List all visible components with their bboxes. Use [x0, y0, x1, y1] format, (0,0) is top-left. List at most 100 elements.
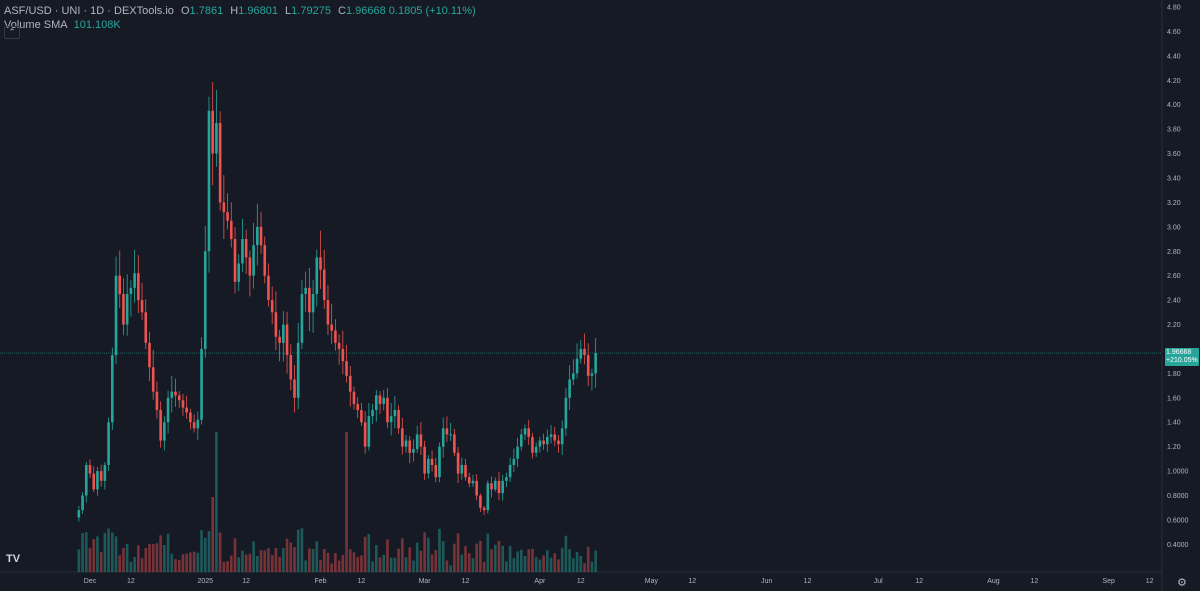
candle-body — [289, 355, 293, 380]
volume-bar — [144, 547, 148, 572]
candle-body — [163, 422, 166, 441]
open-label: O — [180, 5, 190, 17]
candle-body — [285, 324, 289, 356]
volume-bar — [125, 544, 129, 572]
candle-body — [233, 239, 237, 282]
candle-body — [300, 294, 304, 343]
chevron-up-icon[interactable]: ⌃ — [4, 26, 20, 39]
y-tick-label: 4.00 — [1167, 102, 1181, 109]
x-tick-label: 2025 — [197, 578, 213, 585]
volume-bar — [579, 555, 583, 572]
volume-bar — [84, 532, 88, 572]
volume-bar — [185, 553, 188, 572]
candle-body — [590, 373, 594, 376]
candle-body — [77, 510, 81, 518]
candle-body — [516, 446, 519, 459]
candle-body — [508, 464, 512, 478]
candle-body — [92, 473, 96, 490]
volume-bar — [449, 565, 452, 572]
y-tick-label: 1.40 — [1167, 420, 1181, 427]
candle-body — [374, 395, 378, 411]
candle-body — [248, 257, 252, 276]
tradingview-logo-icon[interactable]: TV — [6, 553, 21, 565]
volume-bar — [497, 540, 501, 572]
volume-bar — [393, 557, 397, 572]
x-tick-label: Apr — [534, 578, 546, 585]
candle-body — [211, 110, 214, 154]
candle-body — [155, 391, 159, 411]
volume-bar — [326, 552, 330, 572]
x-tick-label: Dec — [84, 578, 97, 585]
legend-volume-row: Volume SMA 101.108K — [4, 18, 476, 32]
volume-bar — [549, 557, 553, 572]
volume-bar — [289, 542, 293, 572]
volume-bar — [408, 547, 412, 572]
candle-body — [334, 330, 337, 343]
candle-body — [348, 375, 352, 392]
volume-bar — [542, 555, 545, 572]
candle-body — [259, 226, 263, 246]
low-label: L — [285, 5, 292, 17]
candle-body — [546, 436, 549, 445]
y-tick-label: 3.40 — [1167, 175, 1181, 182]
candle-body — [382, 397, 386, 404]
x-tick-label: 12 — [1146, 578, 1154, 585]
y-tick-label: 3.60 — [1167, 151, 1181, 158]
volume-bar — [311, 549, 315, 572]
candle-body — [252, 245, 255, 276]
volume-bar — [140, 558, 144, 572]
volume-bar — [523, 556, 527, 572]
volume-bar — [501, 545, 504, 572]
volume-bar — [200, 530, 203, 572]
volume-bar — [151, 544, 155, 572]
candle-body — [583, 348, 586, 356]
candle-body — [460, 464, 464, 474]
candle-body — [111, 355, 114, 423]
candle-body — [196, 419, 200, 429]
candle-body — [140, 300, 144, 313]
candle-body — [493, 480, 497, 490]
volume-bar — [445, 560, 449, 572]
candle-body — [534, 446, 538, 453]
close-label: C — [338, 5, 346, 17]
volume-bar — [319, 559, 322, 572]
candle-body — [586, 355, 590, 376]
candle-body — [412, 449, 415, 453]
candle-body — [356, 403, 359, 411]
y-tick-label: 4.40 — [1167, 53, 1181, 60]
volume-bar — [334, 553, 337, 572]
candle-body — [114, 275, 118, 356]
volume-bar — [81, 532, 84, 572]
volume-bar — [163, 545, 166, 572]
y-tick-label: 2.60 — [1167, 273, 1181, 280]
volume-bar — [308, 548, 311, 572]
candle-body — [319, 257, 322, 270]
volume-bar — [382, 554, 386, 572]
candle-body — [330, 324, 333, 331]
candle-body — [218, 123, 222, 203]
candle-body — [226, 212, 229, 221]
volume-bar — [218, 532, 222, 572]
volume-bar — [374, 545, 378, 572]
candle-body — [274, 312, 278, 337]
candle-body — [378, 395, 382, 404]
candle-body — [148, 342, 151, 368]
volume-bar — [482, 561, 486, 572]
candle-body — [88, 464, 92, 474]
x-tick-label: 12 — [358, 578, 366, 585]
candle-body — [594, 353, 597, 374]
candle-body — [404, 440, 408, 447]
volume-bar — [274, 548, 278, 572]
gear-icon[interactable]: ⚙ — [1177, 577, 1187, 589]
candle-body — [575, 358, 579, 374]
candle-body — [464, 464, 467, 478]
volume-bar — [427, 537, 430, 572]
volume-bar — [226, 561, 229, 572]
volume-bar — [404, 557, 408, 572]
candle-body — [241, 239, 244, 264]
volume-bar — [285, 538, 289, 572]
volume-bar — [196, 552, 200, 572]
candle-body — [531, 436, 534, 453]
volume-bar — [586, 546, 590, 572]
